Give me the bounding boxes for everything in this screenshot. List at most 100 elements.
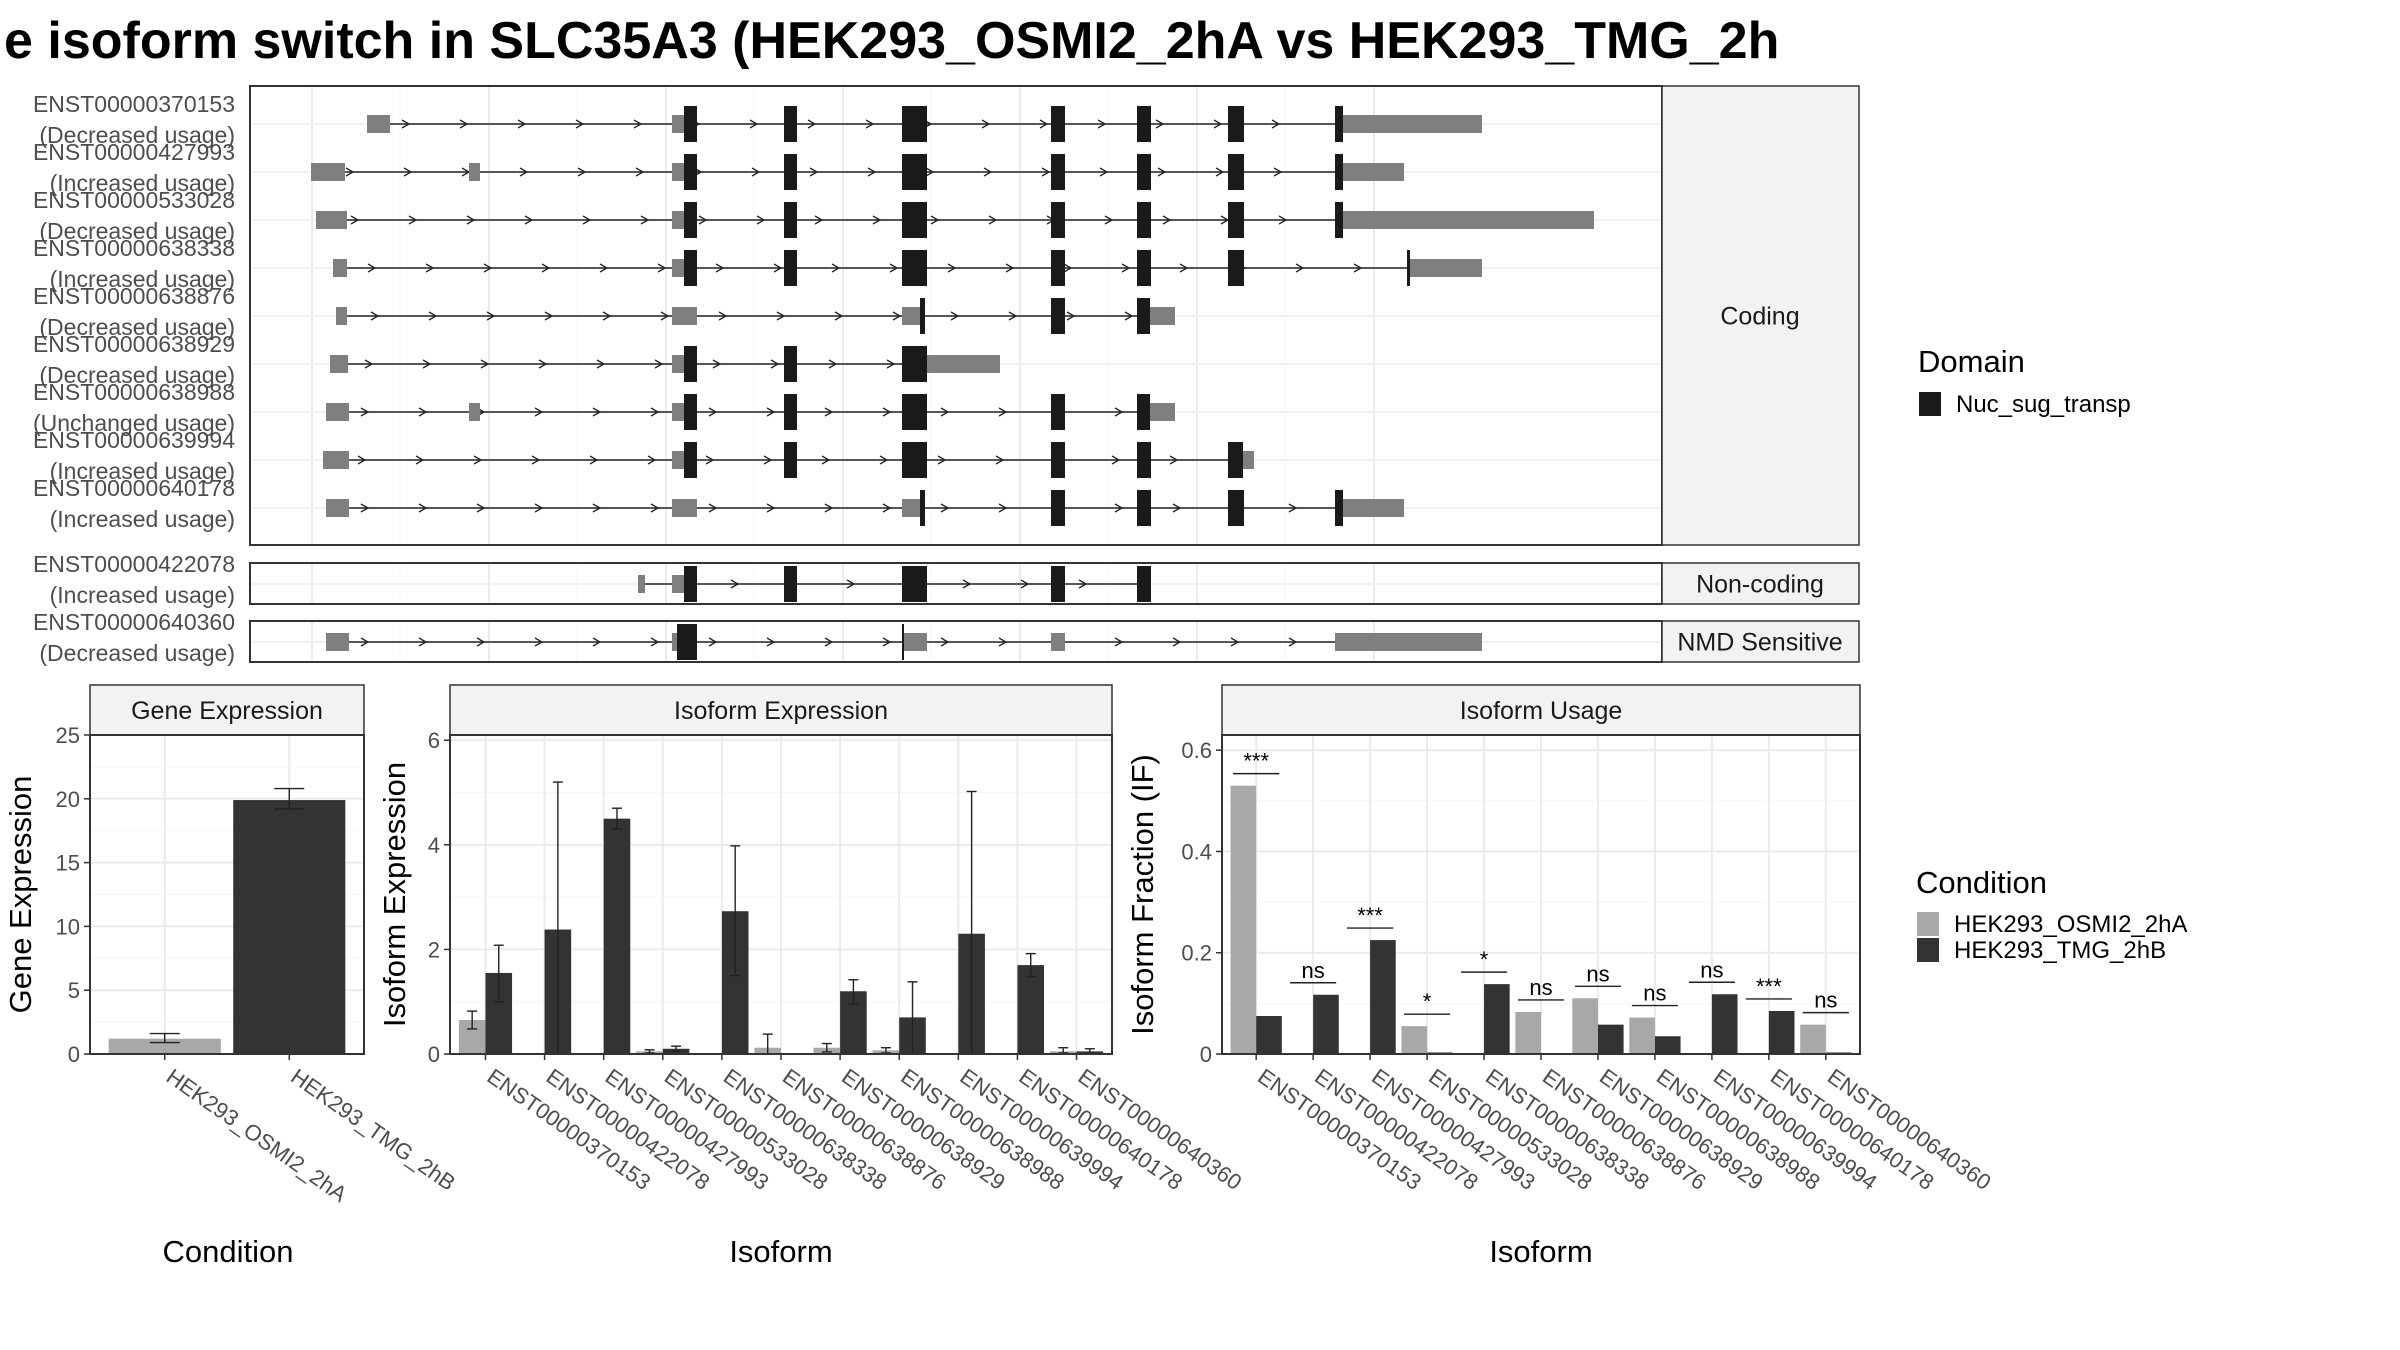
utr-exon [1150,403,1158,421]
direction-arrow-icon [770,359,780,369]
bar [1313,994,1339,1054]
coding-exon [784,154,797,190]
coding-exon [1335,490,1343,526]
coding-exon [784,394,797,430]
direction-arrow-icon [940,503,950,513]
direction-arrow-icon [1114,407,1124,417]
direction-arrow-icon [1169,455,1179,465]
isoform-usage-chart: Isoform Usage***ns*****nsnsnsns***ns00.2… [1125,684,1996,1269]
bar [1654,1036,1681,1054]
utr-exon [672,403,684,421]
utr-exon [672,115,684,133]
direction-arrow-icon [657,263,667,273]
coding-exon [1051,250,1065,286]
bar [233,800,346,1054]
direction-arrow-icon [766,637,776,647]
coding-exon [902,202,927,238]
utr-exon [326,499,349,517]
direction-arrow-icon [763,455,773,465]
utr-exon [367,115,378,133]
direction-arrow-icon [766,407,776,417]
utr-exon [1343,115,1349,133]
facet-strip [1661,85,1860,546]
utr-exon [326,633,349,651]
direction-arrow-icon [930,215,940,225]
direction-arrow-icon [712,359,722,369]
coding-exon [784,442,797,478]
direction-arrow-icon [534,407,544,417]
coding-exon [1051,106,1065,142]
direction-arrow-icon [824,407,834,417]
transcript-usage-label: (Increased usage) [50,458,235,484]
direction-arrow-icon [834,311,844,321]
transcript-row [326,624,1482,660]
direction-arrow-icon [401,119,411,129]
x-axis-title: Condition [163,1234,294,1269]
utr-exon [1243,451,1254,469]
utr-exon [333,259,347,277]
bar [1370,940,1396,1054]
utr-exon [1422,259,1482,277]
direction-arrow-icon [660,311,670,321]
direction-arrow-icon [988,215,998,225]
direction-arrow-icon [1172,637,1182,647]
utr-exon [672,211,684,229]
coding-exon [1051,566,1065,602]
utr-exon [638,575,645,593]
direction-arrow-icon [1288,637,1298,647]
direction-arrow-icon [886,359,896,369]
direction-arrow-icon [937,455,947,465]
direction-arrow-icon [776,311,786,321]
direction-arrow-icon [466,215,476,225]
y-axis-title: Gene Expression [3,776,38,1014]
legend-swatch-condition-b [1917,938,1939,962]
legend-swatch-domain [1919,392,1941,416]
direction-arrow-icon [1273,167,1283,177]
direction-arrow-icon [705,455,715,465]
figure-title: e isoform switch in SLC35A3 (HEK293_OSMI… [4,12,1779,70]
direction-arrow-icon [1099,167,1109,177]
transcript-id-label: ENST00000638988 [33,379,235,405]
direction-arrow-icon [1172,503,1182,513]
coding-exon [684,106,697,142]
direction-arrow-icon [1121,263,1131,273]
transcript-id-label: ENST00000638338 [33,235,235,261]
utr-exon [330,355,348,373]
coding-exon [1228,202,1244,238]
utr-exon [1349,115,1482,133]
transcript-id-label: ENST00000533028 [33,187,235,213]
transcript-usage-label: (Decreased usage) [39,362,235,388]
utr-exon [672,575,684,593]
direction-arrow-icon [541,263,551,273]
utr-exon [378,115,390,133]
y-tick-label: 15 [56,851,80,876]
transcript-id-label: ENST00000638876 [33,283,235,309]
transcript-usage-label: (Increased usage) [50,582,235,608]
bar [1597,1024,1624,1054]
direction-arrow-icon [531,455,541,465]
coding-exon [1407,250,1410,286]
isoform-expression-chart: Isoform Expression0246ENST00000370153ENS… [377,684,1246,1269]
transcript-row [316,202,1594,238]
direction-arrow-icon [846,579,856,589]
y-axis-title: Isoform Expression [377,762,412,1027]
legend-label-condition-b: HEK293_TMG_2hB [1954,937,2166,964]
x-axis-title: Isoform [729,1234,832,1269]
coding-exon [684,394,697,430]
direction-arrow-icon [1066,311,1076,321]
coding-exon [684,250,697,286]
bar [1800,1024,1826,1054]
direction-arrow-icon [698,215,708,225]
significance-label: *** [1357,903,1383,928]
chart-title: Isoform Usage [1460,697,1623,725]
direction-arrow-icon [872,215,882,225]
utr-exon [672,499,697,517]
bar [1629,1017,1655,1054]
direction-arrow-icon [1213,119,1223,129]
legend-label-domain: Nuc_sug_transp [1956,391,2131,418]
y-tick-label: 10 [56,914,80,939]
bar [603,818,631,1054]
y-tick-label: 2 [428,937,440,962]
direction-arrow-icon [925,167,935,177]
direction-arrow-icon [1295,263,1305,273]
